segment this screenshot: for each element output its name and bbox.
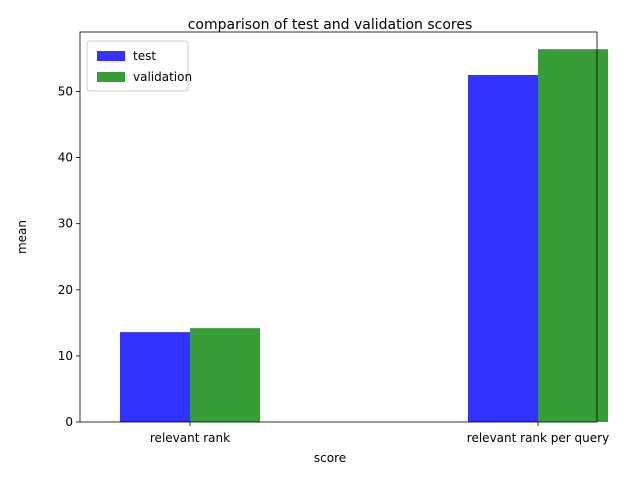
bar-test-2	[468, 74, 538, 423]
y-tick-label: 0	[65, 415, 73, 429]
legend-label-test: test	[133, 49, 156, 63]
y-tick-label: 20	[58, 283, 73, 297]
y-tick-label: 30	[58, 217, 73, 231]
legend-label-validation: validation	[133, 70, 192, 84]
plot-frame	[79, 31, 598, 423]
y-tick-label: 40	[58, 151, 73, 165]
y-tick-label: 10	[58, 349, 73, 363]
y-axis-label: mean	[15, 220, 29, 254]
y-axis: 0 10 20 30 40 50	[58, 84, 80, 429]
x-axis-label: score	[314, 451, 346, 465]
x-tick-label: relevant rank per query	[467, 431, 609, 445]
legend-swatch-validation	[97, 72, 125, 82]
bar-test-1	[120, 332, 190, 422]
chart-title: comparison of test and validation scores	[188, 17, 473, 33]
plot-area	[79, 31, 608, 423]
y-tick-label: 50	[58, 84, 73, 98]
bar-validation-1	[190, 328, 260, 422]
x-tick-label: relevant rank	[150, 431, 230, 445]
x-axis: relevant rank relevant rank per query	[150, 422, 609, 445]
bar-validation-2	[538, 49, 608, 423]
legend-swatch-test	[97, 51, 125, 61]
legend: test validation	[86, 40, 192, 92]
